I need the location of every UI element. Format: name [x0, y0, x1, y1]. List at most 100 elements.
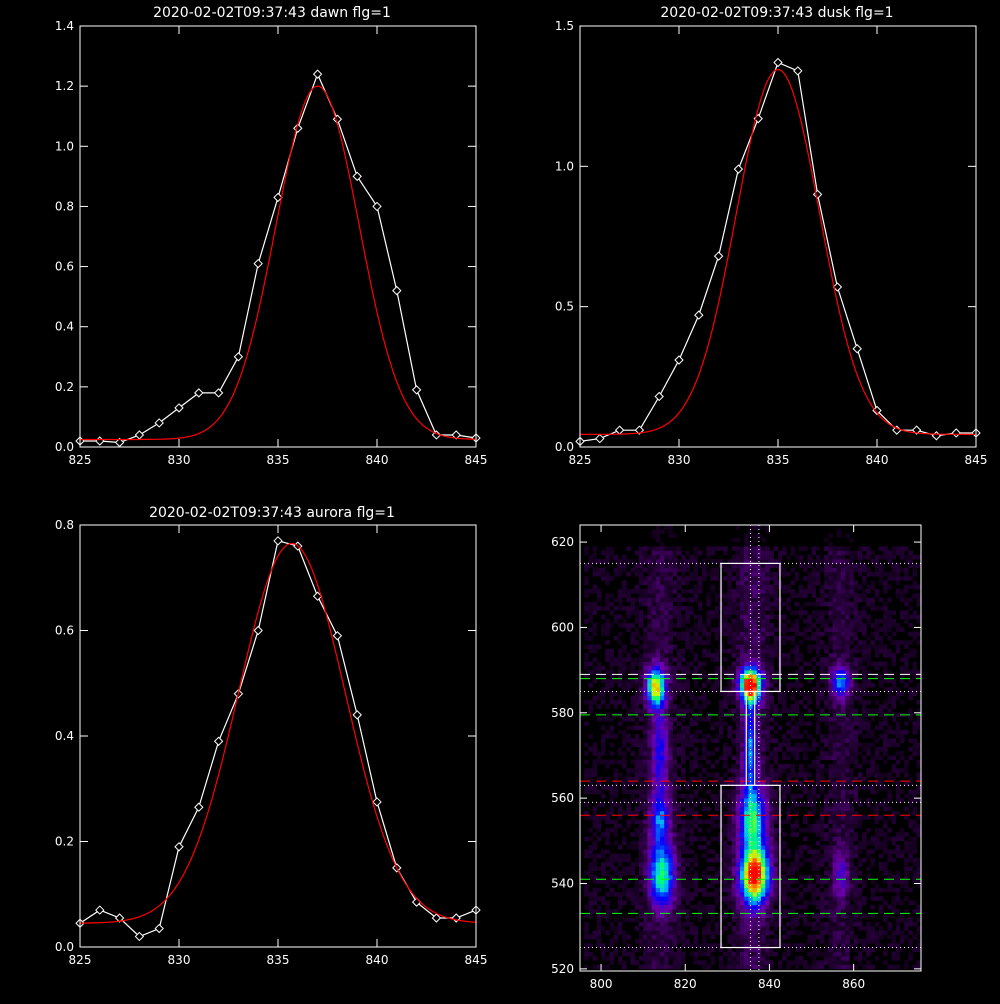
heatmap-cell — [841, 935, 846, 940]
heatmap-cell — [828, 721, 833, 726]
heatmap-cell — [858, 615, 863, 620]
heatmap-cell — [782, 734, 787, 739]
heatmap-cell — [664, 768, 669, 773]
heatmap-cell — [639, 824, 644, 829]
heatmap-cell — [605, 905, 610, 910]
heatmap-cell — [828, 939, 833, 944]
heatmap-cell — [660, 576, 665, 581]
heatmap-cell — [673, 888, 678, 893]
heatmap-cell — [631, 896, 636, 901]
heatmap-cell — [593, 657, 598, 662]
heatmap-cell — [605, 576, 610, 581]
heatmap-cell — [769, 576, 774, 581]
heatmap-cell — [833, 551, 838, 556]
heatmap-cell — [740, 619, 745, 624]
heatmap-cell — [609, 790, 614, 795]
heatmap-cell — [639, 862, 644, 867]
heatmap-cell — [660, 563, 665, 568]
heatmap-cell — [652, 645, 657, 650]
heatmap-cell — [769, 773, 774, 778]
heatmap-cell — [673, 679, 678, 684]
heatmap-cell — [664, 662, 669, 667]
heatmap-cell — [774, 854, 779, 859]
heatmap-cell — [849, 747, 854, 752]
heatmap-cell — [803, 922, 808, 927]
heatmap-cell — [833, 743, 838, 748]
heatmap-cell — [849, 709, 854, 714]
heatmap-cell — [833, 623, 838, 628]
heatmap-cell — [635, 918, 640, 923]
heatmap-cell — [862, 563, 867, 568]
heatmap-cell — [698, 819, 703, 824]
heatmap-cell — [803, 589, 808, 594]
heatmap-cell — [706, 965, 711, 970]
heatmap-cell — [593, 888, 598, 893]
heatmap-cell — [647, 636, 652, 641]
heatmap-cell — [753, 862, 758, 867]
heatmap-cell — [597, 819, 602, 824]
heatmap-cell — [656, 909, 661, 914]
heatmap-cell — [858, 666, 863, 671]
heatmap-cell — [866, 815, 871, 820]
heatmap-cell — [736, 734, 741, 739]
heatmap-cell — [647, 922, 652, 927]
heatmap-cell — [715, 653, 720, 658]
heatmap-cell — [635, 841, 640, 846]
heatmap-cell — [812, 828, 817, 833]
heatmap-cell — [622, 777, 627, 782]
heatmap-cell — [660, 551, 665, 556]
heatmap-cell — [854, 585, 859, 590]
heatmap-cell — [833, 965, 838, 970]
heatmap-cell — [685, 743, 690, 748]
heatmap-cell — [639, 674, 644, 679]
heatmap-cell — [668, 905, 673, 910]
heatmap-cell — [833, 709, 838, 714]
heatmap-cell — [795, 683, 800, 688]
heatmap-cell — [685, 683, 690, 688]
heatmap-cell — [673, 580, 678, 585]
heatmap-cell — [618, 615, 623, 620]
heatmap-cell — [858, 551, 863, 556]
heatmap-cell — [786, 619, 791, 624]
heatmap-cell — [778, 691, 783, 696]
heatmap-cell — [656, 952, 661, 957]
heatmap-cell — [618, 568, 623, 573]
heatmap-cell — [639, 888, 644, 893]
heatmap-cell — [782, 691, 787, 696]
heatmap-cell — [740, 832, 745, 837]
heatmap-cell — [652, 819, 657, 824]
heatmap-cell — [837, 640, 842, 645]
heatmap-cell — [828, 751, 833, 756]
heatmap-cell — [824, 892, 829, 897]
heatmap-cell — [639, 965, 644, 970]
heatmap-cell — [702, 939, 707, 944]
heatmap-cell — [845, 602, 850, 607]
heatmap-cell — [807, 627, 812, 632]
heatmap-cell — [769, 610, 774, 615]
heatmap-cell — [761, 721, 766, 726]
heatmap-cell — [584, 952, 589, 957]
heatmap-cell — [820, 645, 825, 650]
heatmap-cell — [593, 930, 598, 935]
heatmap-cell — [660, 606, 665, 611]
heatmap-cell — [631, 726, 636, 731]
heatmap-cell — [698, 913, 703, 918]
heatmap-cell — [736, 811, 741, 816]
heatmap-cell — [614, 926, 619, 931]
heatmap-cell — [757, 926, 762, 931]
heatmap-cell — [845, 627, 850, 632]
heatmap-cell — [782, 956, 787, 961]
heatmap-cell — [652, 794, 657, 799]
heatmap-cell — [681, 743, 686, 748]
heatmap-cell — [664, 892, 669, 897]
heatmap-cell — [807, 721, 812, 726]
heatmap-cell — [837, 580, 842, 585]
heatmap-cell — [597, 755, 602, 760]
heatmap-cell — [740, 807, 745, 812]
heatmap-cell — [744, 580, 749, 585]
heatmap-cell — [744, 785, 749, 790]
heatmap-cell — [656, 854, 661, 859]
heatmap-cell — [740, 546, 745, 551]
heatmap-cell — [643, 858, 648, 863]
heatmap-cell — [769, 649, 774, 654]
